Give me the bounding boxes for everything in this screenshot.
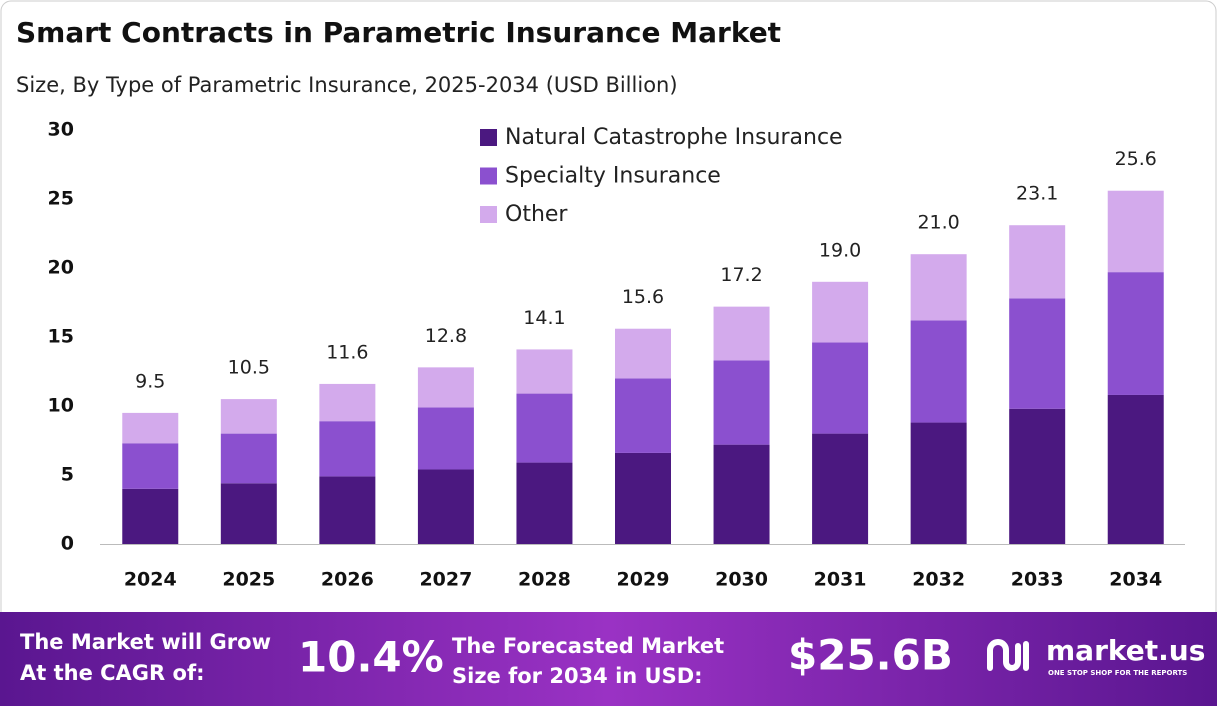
bar-segment [812, 342, 869, 434]
bar-segment [713, 306, 770, 361]
bar-segment [319, 421, 376, 477]
x-tick-label: 2033 [1011, 569, 1064, 591]
total-label: 21.0 [917, 212, 959, 234]
bar-segment [615, 328, 671, 379]
bar-segment [1107, 190, 1164, 273]
bar-segment [1009, 225, 1066, 299]
bar-segment [516, 349, 573, 394]
bar-segment [910, 254, 967, 321]
bar-segment [516, 393, 573, 463]
bar-segment [122, 443, 179, 489]
footer: The Market will Grow At the CAGR of: 10.… [20, 630, 1205, 688]
x-tick-label: 2026 [321, 569, 374, 591]
bar-segment [615, 378, 671, 453]
cagr-value: 10.4% [298, 633, 444, 682]
legend-label: Other [505, 202, 568, 227]
legend-swatch [480, 167, 497, 185]
y-tick-label: 10 [48, 395, 74, 417]
x-tick-label: 2025 [222, 569, 275, 591]
total-label: 14.1 [523, 307, 565, 329]
total-label: 17.2 [720, 264, 762, 286]
bar-segment [417, 407, 474, 470]
total-label: 12.8 [425, 325, 467, 347]
cagr-text: At the CAGR of: [20, 661, 205, 685]
bar-segment [220, 483, 277, 544]
bar-segment [220, 433, 277, 484]
total-label: 9.5 [135, 370, 165, 392]
bar-segment [812, 281, 869, 343]
bar-segment [417, 469, 474, 544]
legend-swatch [480, 206, 497, 223]
legend-label: Specialty Insurance [505, 164, 721, 189]
bar-segment [516, 462, 573, 544]
x-tick-label: 2027 [419, 569, 472, 591]
footer-band [0, 612, 1217, 706]
bar-segment [319, 476, 376, 544]
chart-title: Smart Contracts in Parametric Insurance … [16, 16, 781, 49]
x-tick-label: 2031 [814, 569, 867, 591]
bar-segment [1107, 272, 1164, 395]
cagr-text: The Market will Grow [20, 630, 271, 654]
legend-label: Natural Catastrophe Insurance [505, 125, 843, 150]
y-tick-label: 15 [48, 326, 74, 348]
forecast-text: Size for 2034 in USD: [452, 664, 703, 688]
total-label: 15.6 [622, 286, 664, 308]
total-label: 25.6 [1115, 148, 1157, 170]
total-label: 19.0 [819, 239, 861, 261]
bar-segment [122, 412, 179, 444]
bar-segment [1009, 298, 1066, 409]
forecast-text: The Forecasted Market [452, 634, 724, 658]
total-label: 23.1 [1016, 183, 1058, 205]
tagline: ONE STOP SHOP FOR THE REPORTS [1048, 669, 1187, 677]
bar-segment [910, 422, 967, 544]
bar-segment [319, 383, 376, 422]
bar-segment [1107, 394, 1164, 544]
chart-subtitle: Size, By Type of Parametric Insurance, 2… [16, 73, 678, 97]
x-tick-label: 2029 [617, 569, 670, 591]
bar-segment [615, 452, 671, 544]
x-tick-label: 2034 [1109, 569, 1162, 591]
x-tick-label: 2032 [912, 569, 965, 591]
legend-swatch [480, 129, 497, 146]
bar-segment [910, 320, 967, 423]
bar-segment [1009, 408, 1066, 544]
brand: market.us [1046, 634, 1205, 667]
bar-segment [713, 360, 770, 445]
x-tick-label: 2024 [124, 569, 177, 591]
y-tick-label: 25 [48, 188, 74, 210]
bar-segment [713, 444, 770, 544]
x-tick-label: 2028 [518, 569, 571, 591]
logo-icon [987, 639, 1029, 671]
bar-segment [417, 367, 474, 408]
total-label: 10.5 [228, 357, 270, 379]
x-tick-label: 2030 [715, 569, 768, 591]
y-tick-label: 30 [48, 119, 74, 141]
bar-segment [812, 433, 869, 544]
y-tick-label: 0 [61, 533, 74, 555]
total-label: 11.6 [326, 341, 368, 363]
y-tick-label: 20 [48, 257, 74, 279]
bar-segment [220, 399, 277, 434]
bar-segment [122, 488, 179, 544]
forecast-value: $25.6B [788, 631, 953, 680]
y-tick-label: 5 [61, 464, 74, 486]
